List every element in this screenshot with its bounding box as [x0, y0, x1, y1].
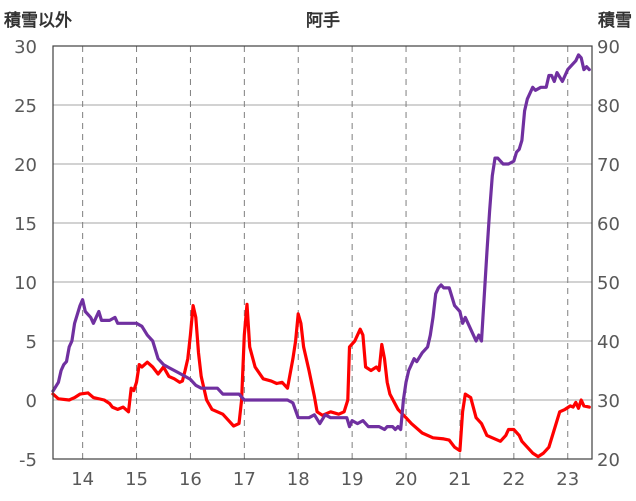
right-axis-label: 積雪 [598, 10, 632, 31]
x-tick-label: 15 [125, 469, 148, 490]
tick-labels: -5 0 5 10 15 20 25 30 20 30 40 50 60 70 80 90 14 15 16 17 18… [14, 37, 620, 490]
x-tick-label: 18 [287, 469, 310, 490]
series-line-right-axis [51, 53, 591, 432]
left-y-tick-label: 15 [14, 214, 37, 235]
x-tick-label: 14 [71, 469, 94, 490]
x-tick-label: 23 [556, 469, 579, 490]
series-line-left-axis [51, 302, 591, 459]
right-y-tick-label: 70 [597, 155, 620, 176]
series-layer [51, 53, 591, 459]
right-y-tick-label: 90 [597, 37, 620, 58]
left-y-tick-label: 5 [26, 332, 37, 353]
right-y-tick-label: 60 [597, 214, 620, 235]
right-y-tick-label: 80 [597, 96, 620, 117]
right-y-tick-label: 20 [597, 450, 620, 471]
left-y-tick-label: 20 [14, 155, 37, 176]
grid-lines [53, 45, 592, 460]
x-tick-label: 19 [341, 469, 364, 490]
right-y-tick-label: 50 [597, 273, 620, 294]
left-y-tick-label: 0 [26, 391, 37, 412]
x-tick-label: 16 [179, 469, 202, 490]
x-tick-label: 17 [233, 469, 256, 490]
x-tick-label: 22 [502, 469, 525, 490]
x-tick-label: 20 [395, 469, 418, 490]
right-y-tick-label: 30 [597, 391, 620, 412]
left-axis-label: 積雪以外 [4, 10, 72, 31]
plot-frame [52, 45, 593, 460]
left-y-tick-label: 30 [14, 37, 37, 58]
left-y-tick-label: -5 [19, 450, 37, 471]
right-y-tick-label: 40 [597, 332, 620, 353]
left-y-tick-label: 10 [14, 273, 37, 294]
x-tick-label: 21 [448, 469, 471, 490]
left-y-tick-label: 25 [14, 96, 37, 117]
chart-title: 阿手 [306, 10, 340, 31]
